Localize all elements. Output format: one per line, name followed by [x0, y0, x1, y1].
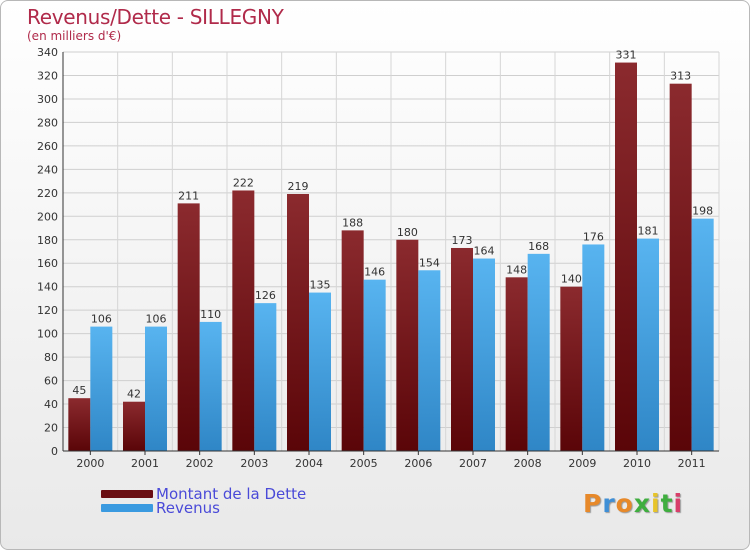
- chart-title: Revenus/Dette - SILLEGNY: [27, 5, 284, 29]
- bar-debt: [341, 230, 364, 451]
- data-label-revenue: 106: [146, 313, 167, 326]
- logo-letter: P: [583, 489, 603, 518]
- bar-revenue: [90, 326, 113, 451]
- logo-letter: i: [673, 489, 684, 518]
- bar-debt: [669, 83, 692, 451]
- data-label-debt: 219: [288, 180, 309, 193]
- bar-revenue: [309, 292, 331, 451]
- data-label-debt: 188: [342, 216, 363, 229]
- bar-debt: [123, 401, 145, 451]
- y-tick-label: 300: [37, 93, 58, 106]
- legend-item-revenue: Revenus: [101, 499, 306, 517]
- x-tick-label: 2009: [568, 457, 596, 470]
- y-tick-label: 60: [44, 375, 58, 388]
- bar-revenue: [473, 258, 495, 451]
- bar-revenue: [418, 270, 441, 451]
- bar-debt: [177, 203, 200, 451]
- legend-label-revenue: Revenus: [156, 499, 220, 517]
- data-label-revenue: 106: [91, 313, 112, 326]
- data-label-debt: 140: [561, 273, 582, 286]
- x-tick-label: 2000: [76, 457, 104, 470]
- y-tick-label: 0: [51, 445, 58, 458]
- x-tick-label: 2001: [131, 457, 159, 470]
- legend: Montant de la Dette Revenus: [101, 485, 307, 517]
- data-label-debt: 148: [506, 263, 527, 276]
- data-label-revenue: 135: [310, 279, 331, 292]
- x-tick-label: 2007: [459, 457, 487, 470]
- x-tick-label: 2004: [295, 457, 323, 470]
- bar-revenue: [199, 321, 222, 451]
- data-label-revenue: 181: [638, 225, 659, 238]
- data-label-debt: 42: [127, 388, 141, 401]
- x-tick-label: 2008: [514, 457, 542, 470]
- data-label-debt: 313: [670, 70, 691, 83]
- logo-letter: x: [633, 489, 651, 518]
- bar-revenue: [363, 279, 386, 451]
- bar-revenue: [254, 303, 277, 451]
- data-label-revenue: 126: [255, 289, 276, 302]
- y-tick-label: 260: [37, 140, 58, 153]
- data-label-debt: 173: [452, 234, 473, 247]
- logo-letter: t: [660, 489, 674, 518]
- bar-debt: [451, 247, 473, 451]
- data-label-debt: 45: [72, 384, 86, 397]
- data-label-revenue: 176: [583, 230, 604, 243]
- bar-debt: [232, 190, 255, 451]
- bar-debt: [287, 193, 309, 451]
- bar-revenue: [145, 326, 167, 451]
- y-tick-label: 240: [37, 163, 58, 176]
- x-tick-label: 2005: [350, 457, 378, 470]
- x-tick-label: 2002: [186, 457, 214, 470]
- x-tick-label: 2010: [623, 457, 651, 470]
- data-label-debt: 222: [233, 176, 254, 189]
- bar-revenue: [691, 218, 714, 451]
- x-tick-label: 2003: [240, 457, 268, 470]
- logo-letter: o: [615, 489, 634, 518]
- y-tick-label: 220: [37, 187, 58, 200]
- logo-letter: r: [602, 489, 616, 518]
- axes: 0 20 40 60 80 100 120 140 160 180 200 220 240 260 280 3…: [37, 46, 719, 470]
- legend-label-debt: Montant de la Dette: [156, 485, 307, 503]
- data-label-revenue: 168: [528, 240, 549, 253]
- y-tick-label: 140: [37, 281, 58, 294]
- data-label-revenue: 146: [364, 266, 385, 279]
- y-tick-label: 120: [37, 304, 58, 317]
- y-tick-label: 280: [37, 116, 58, 129]
- y-tick-label: 320: [37, 69, 58, 82]
- y-tick-label: 200: [37, 210, 58, 223]
- bar-revenue: [582, 244, 605, 451]
- proxiti-logo: Proxiti: [583, 489, 683, 518]
- y-tick-label: 40: [44, 398, 58, 411]
- bar-revenue: [637, 238, 659, 451]
- bar-debt: [505, 277, 528, 451]
- legend-swatch-debt: [101, 490, 153, 498]
- data-label-debt: 211: [178, 189, 199, 202]
- bars: [68, 62, 714, 451]
- data-label-revenue: 164: [474, 245, 495, 258]
- bar-debt: [68, 398, 91, 451]
- bar-revenue: [527, 253, 550, 451]
- y-tick-label: 20: [44, 422, 58, 435]
- data-label-debt: 331: [616, 49, 637, 62]
- x-tick-label: 2011: [678, 457, 706, 470]
- bar-debt: [560, 286, 583, 451]
- y-tick-label: 160: [37, 257, 58, 270]
- data-label-debt: 180: [397, 226, 418, 239]
- y-tick-label: 100: [37, 328, 58, 341]
- logo-letter: i: [651, 489, 661, 518]
- y-tick-label: 80: [44, 351, 58, 364]
- legend-swatch-revenue: [101, 504, 153, 512]
- chart-subtitle: (en milliers d'€): [27, 29, 122, 43]
- y-tick-label: 180: [37, 234, 58, 247]
- data-label-revenue: 110: [200, 308, 221, 321]
- y-tick-label: 340: [37, 46, 58, 59]
- x-tick-label: 2006: [404, 457, 432, 470]
- data-label-revenue: 198: [692, 205, 713, 218]
- bar-debt: [615, 62, 637, 451]
- data-label-revenue: 154: [419, 256, 440, 269]
- legend-item-debt: Montant de la Dette: [101, 485, 307, 503]
- bar-debt: [396, 239, 419, 451]
